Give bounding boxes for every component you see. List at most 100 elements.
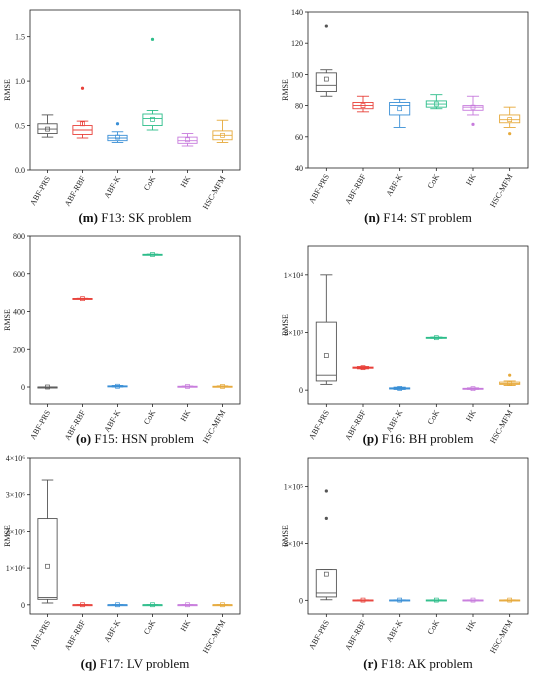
panel-caption: (o) F15: HSN problem	[76, 431, 194, 446]
box-cok	[142, 252, 163, 257]
panel-caption: (q) F17: LV problem	[81, 656, 190, 671]
plot-frame	[307, 11, 529, 169]
box-mean	[507, 597, 513, 603]
box-mean	[360, 103, 366, 108]
box-outlier	[471, 122, 475, 126]
box-abf-k	[389, 597, 411, 603]
x-tick-label: HSC-MFM	[488, 173, 514, 209]
box-cok	[142, 602, 163, 608]
box-mean	[150, 602, 155, 608]
box-hsc-mfm	[212, 602, 233, 608]
box-abf-prs	[37, 384, 58, 390]
box-cok	[425, 597, 447, 603]
x-tick-label: HK	[464, 172, 478, 187]
y-axis-label: RMSE	[281, 525, 290, 547]
box-mean	[433, 335, 439, 341]
box-abf-k	[107, 122, 128, 143]
x-tick-label: HK	[464, 618, 478, 633]
box-iqr	[37, 518, 58, 600]
box-outlier	[324, 489, 328, 493]
panel-caption: (p) F16: BH problem	[363, 431, 474, 446]
box-mean	[150, 252, 155, 257]
box-iqr	[462, 105, 484, 111]
box-mean	[80, 121, 85, 127]
plot-frame	[29, 235, 241, 405]
box-mean	[220, 384, 225, 389]
y-tick-label: 0.5	[15, 122, 25, 131]
y-tick-label: 1×10⁴	[284, 271, 304, 280]
box-abf-k	[389, 386, 411, 391]
y-tick-label: 0	[299, 596, 303, 605]
y-tick-label: 120	[291, 39, 303, 48]
box-abf-prs	[37, 479, 58, 604]
caption-title: F15: HSN problem	[91, 431, 194, 446]
box-iqr	[315, 72, 337, 93]
box-abf-rbf	[352, 597, 374, 603]
box-mean	[220, 602, 225, 608]
box-mean	[115, 383, 120, 389]
x-tick-label: CoK	[426, 408, 441, 426]
x-tick-label: ABF-PRS	[307, 619, 331, 652]
box-mean	[323, 571, 329, 577]
y-tick-label: 0	[299, 386, 303, 395]
y-tick-label: 4×10⁶	[6, 454, 26, 463]
x-tick-label: HSC-MFM	[488, 409, 514, 445]
box-mean	[470, 386, 476, 392]
x-tick-label: CoK	[426, 172, 441, 190]
box-mean	[470, 104, 476, 110]
plot-frame	[29, 9, 241, 171]
box-abf-prs	[37, 114, 58, 138]
y-tick-label: 3×10⁶	[6, 491, 26, 500]
box-hk	[462, 386, 484, 392]
plot-frame	[307, 457, 529, 615]
chart-panel-q: 0 1×10⁶ 2×10⁶ 3×10⁶ 4×10⁶ RMSE ABF-PRS ABF-RBF A…	[3, 454, 241, 671]
y-tick-label: 800	[13, 232, 25, 241]
x-tick-label: HSC-MFM	[201, 409, 227, 445]
box-cok	[425, 335, 447, 341]
box-mean	[323, 76, 329, 82]
y-tick-label: 1.0	[15, 77, 25, 86]
y-axis-label: RMSE	[281, 79, 290, 101]
caption-letter: (n)	[364, 210, 380, 225]
box-hk	[177, 133, 198, 147]
x-tick-label: ABF-K	[102, 618, 122, 643]
panel-caption: (n) F14: ST problem	[364, 210, 472, 225]
y-axis-label: RMSE	[3, 309, 12, 331]
y-tick-label: 1.5	[15, 33, 25, 42]
caption-letter: (q)	[81, 656, 97, 671]
x-tick-label: ABF-RBF	[343, 618, 368, 652]
box-abf-rbf	[72, 296, 93, 302]
box-cok	[142, 37, 163, 131]
caption-title: F16: BH problem	[378, 431, 473, 446]
box-mean	[115, 602, 120, 608]
y-tick-label: 200	[13, 345, 25, 354]
box-outlier	[150, 37, 155, 41]
y-tick-label: 0	[21, 601, 25, 610]
caption-letter: (o)	[76, 431, 91, 446]
box-iqr	[142, 113, 163, 127]
y-axis-label: RMSE	[3, 79, 12, 101]
box-mean	[433, 101, 439, 107]
box-hsc-mfm	[499, 373, 521, 386]
chart-panel-m: 0.0 0.5 1.0 1.5 RMSE ABF-PRS ABF-RBF ABF-K CoK HK…	[3, 9, 241, 225]
box-hk	[462, 95, 484, 126]
x-tick-label: HK	[464, 408, 478, 423]
box-iqr	[499, 114, 521, 124]
y-tick-label: 0.0	[15, 166, 25, 175]
y-tick-label: 80	[295, 102, 303, 111]
box-mean	[45, 384, 50, 390]
x-tick-label: CoK	[142, 174, 157, 192]
box-iqr	[315, 569, 337, 598]
box-iqr	[315, 321, 337, 382]
box-abf-rbf	[352, 365, 374, 371]
caption-title: F13: SK problem	[98, 210, 192, 225]
x-tick-label: ABF-RBF	[63, 618, 88, 652]
box-mean	[45, 126, 50, 132]
box-mean	[507, 380, 513, 386]
y-tick-label: 600	[13, 270, 25, 279]
x-tick-label: HSC-MFM	[488, 619, 514, 655]
y-tick-label: 60	[295, 133, 303, 142]
box-hk	[177, 384, 198, 389]
x-tick-label: CoK	[426, 618, 441, 636]
box-abf-prs	[315, 489, 337, 601]
